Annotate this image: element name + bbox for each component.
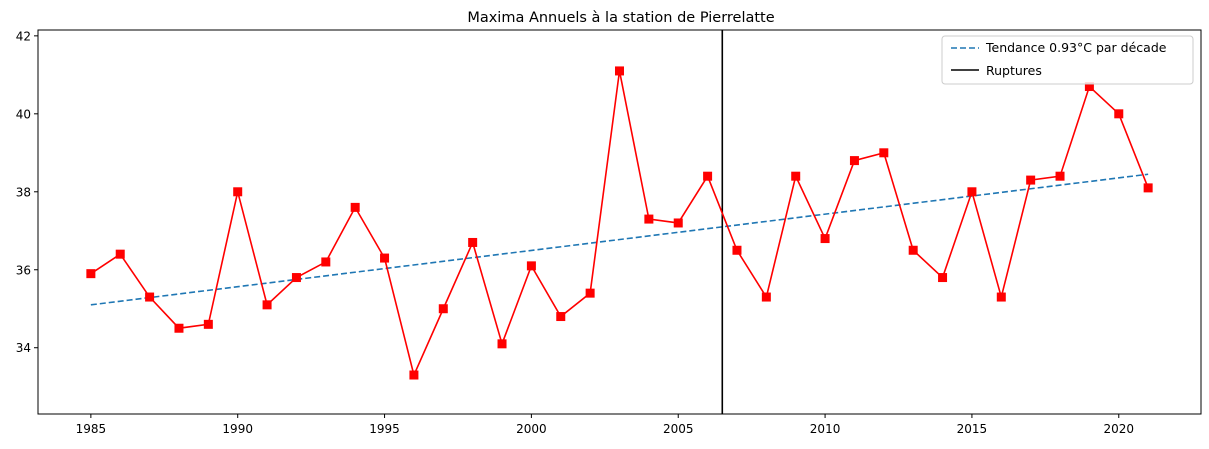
data-point: [996, 292, 1006, 302]
data-point: [732, 245, 742, 255]
x-tick-label: 2020: [1103, 422, 1134, 436]
data-point: [703, 171, 713, 181]
plot-area: 1985 1990 1995 2000 2005 2010 2015 2020 34 36 38 40…: [16, 29, 1153, 436]
plot-frame: [37, 29, 1202, 415]
data-point: [86, 269, 96, 279]
data-point: [145, 292, 155, 302]
data-point: [673, 218, 683, 228]
series-line: [90, 70, 1149, 378]
x-tick-label: 1985: [76, 422, 107, 436]
data-point: [497, 339, 507, 349]
data-point: [115, 249, 125, 259]
data-point: [791, 171, 801, 181]
legend-box: [941, 35, 1194, 85]
data-point: [438, 304, 448, 314]
data-point: [556, 312, 566, 322]
x-tick-label: 1995: [369, 422, 400, 436]
x-tick-label: 2015: [957, 422, 988, 436]
data-point: [1084, 82, 1094, 92]
data-point: [644, 214, 654, 224]
data-point: [203, 319, 213, 329]
y-tick-label: 36: [16, 263, 31, 277]
data-point: [908, 245, 918, 255]
x-tick-label: 1990: [222, 422, 253, 436]
y-tick-label: 42: [16, 29, 31, 43]
data-point: [291, 273, 301, 283]
legend-trend-label: Tendance 0.93°C par décade: [985, 40, 1167, 55]
legend-rupture-label: Ruptures: [986, 63, 1042, 78]
data-point: [350, 202, 360, 212]
x-tick-label: 2005: [663, 422, 694, 436]
data-point: [174, 323, 184, 333]
legend: Tendance 0.93°C par décade Ruptures: [941, 35, 1194, 85]
data-point: [1026, 175, 1036, 185]
x-tick-label: 2000: [516, 422, 547, 436]
data-point: [468, 237, 478, 247]
data-point: [615, 66, 624, 76]
data-point: [938, 273, 948, 283]
data-point: [233, 187, 243, 197]
data-point: [585, 288, 595, 298]
data-point: [262, 300, 272, 310]
data-point: [1114, 109, 1124, 119]
data-point: [380, 253, 390, 263]
data-point: [1055, 171, 1065, 181]
data-point: [321, 257, 331, 267]
x-tick-label: 2010: [810, 422, 841, 436]
y-tick-label: 40: [16, 107, 31, 121]
data-point: [526, 261, 536, 271]
data-point: [761, 292, 771, 302]
data-point: [879, 148, 889, 158]
data-point: [409, 370, 419, 380]
y-tick-label: 34: [16, 341, 31, 355]
y-tick-label: 38: [16, 185, 31, 199]
data-point: [1143, 183, 1153, 193]
data-point: [820, 234, 830, 244]
data-point: [967, 187, 977, 197]
data-point: [849, 156, 859, 166]
chart-title: Maxima Annuels à la station de Pierrelat…: [467, 10, 774, 26]
